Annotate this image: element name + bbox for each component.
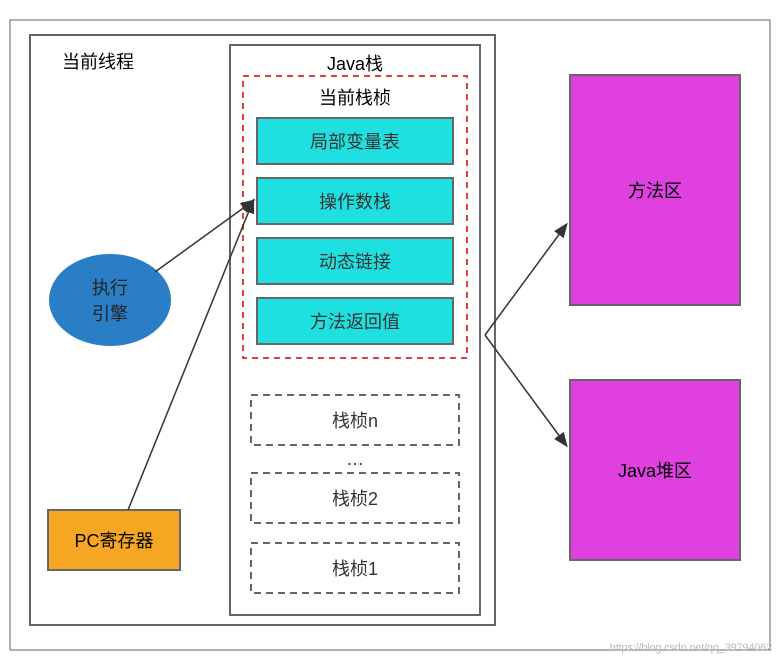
heap-area-label: Java堆区	[570, 380, 740, 560]
text: 当前栈桢	[319, 84, 391, 110]
text: 当前线程	[62, 48, 134, 74]
execution-engine-label: 执行 引擎	[50, 255, 170, 345]
watermark: https://blog.csdn.net/qq_39794062	[610, 642, 772, 654]
stack-frame: 栈桢n	[251, 395, 459, 445]
current-frame-label: 当前栈桢	[243, 84, 467, 110]
stack-frame: 栈桢1	[251, 543, 459, 593]
text: 执行 引擎	[92, 274, 128, 326]
text: 方法区	[628, 177, 682, 203]
frame-item: 方法返回值	[257, 298, 453, 344]
java-stack-label: Java栈	[230, 50, 480, 76]
text: https://blog.csdn.net/qq_39794062	[610, 642, 772, 654]
frame-item: 操作数栈	[257, 178, 453, 224]
jvm-memory-diagram: 当前线程 Java栈 当前栈桢 局部变量表操作数栈动态链接方法返回值 栈桢n … 栈…	[0, 0, 778, 660]
text: Java堆区	[618, 457, 692, 483]
pc-register-label: PC寄存器	[48, 510, 180, 570]
text: Java栈	[327, 50, 383, 76]
stack-frame: 栈桢2	[251, 473, 459, 523]
method-area-label: 方法区	[570, 75, 740, 305]
frame-item: 局部变量表	[257, 118, 453, 164]
current-thread-label: 当前线程	[62, 48, 134, 74]
frame-item: 动态链接	[257, 238, 453, 284]
text: PC寄存器	[74, 527, 153, 553]
stack-frame: …	[251, 449, 459, 469]
